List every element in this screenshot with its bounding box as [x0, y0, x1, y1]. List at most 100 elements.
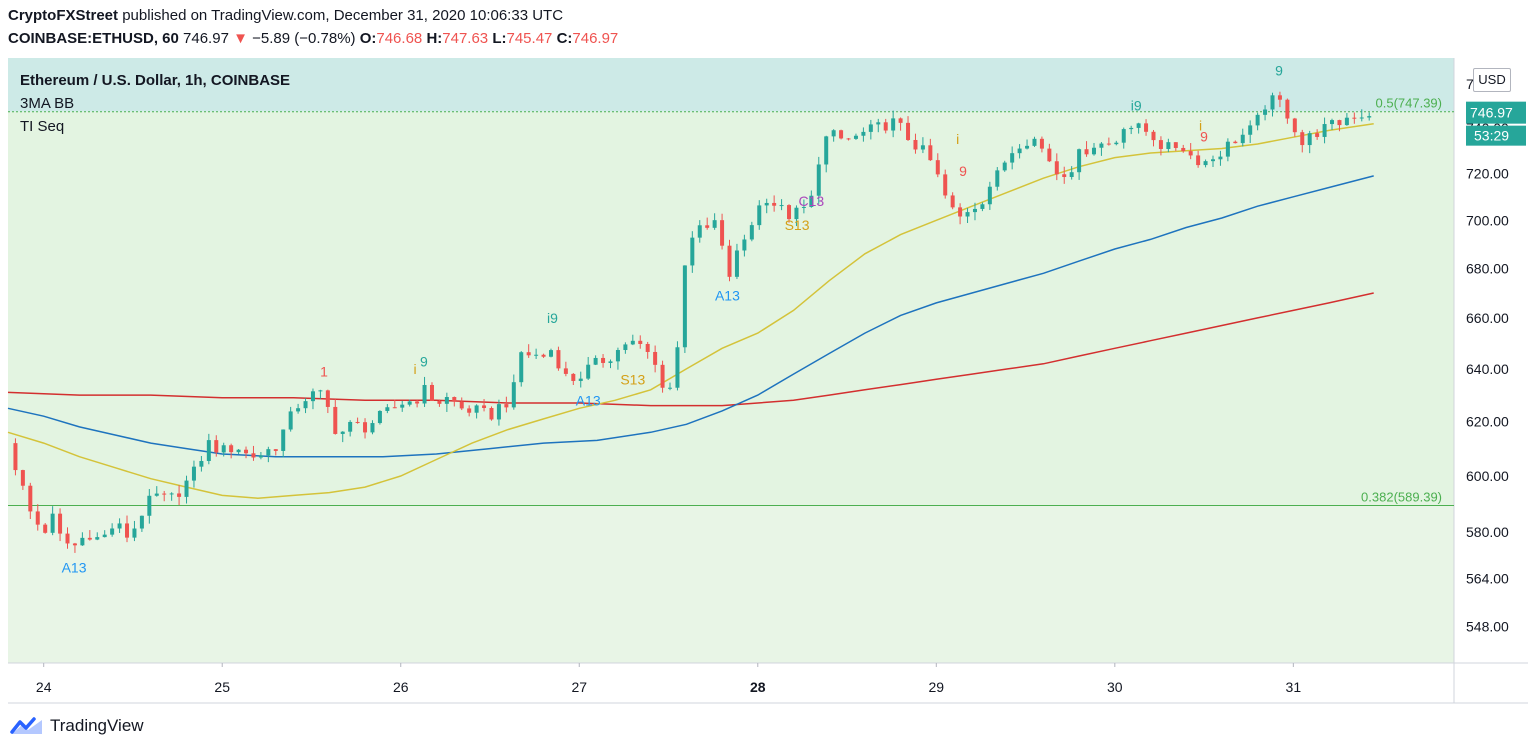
- candle-body: [519, 352, 524, 383]
- y-tick-label: 640.00: [1466, 361, 1509, 377]
- candle-body: [876, 122, 881, 125]
- upper-fib-zone: [8, 58, 1454, 112]
- candle-body: [95, 537, 100, 540]
- candle-body: [489, 407, 494, 420]
- candle-body: [1039, 138, 1044, 149]
- candle-body: [734, 250, 739, 277]
- candle-body: [1337, 120, 1342, 126]
- seq-label: S13: [785, 217, 810, 233]
- candle-body: [28, 485, 33, 512]
- last-price: 746.97: [183, 30, 229, 47]
- candle-body: [147, 495, 152, 516]
- candle-body: [801, 206, 806, 208]
- candle-body: [87, 537, 92, 540]
- fib-label: 0.382(589.39): [1361, 490, 1442, 505]
- y-tick-label: 580.00: [1466, 524, 1509, 540]
- currency-button[interactable]: USD: [1473, 68, 1511, 92]
- candle-body: [1225, 141, 1230, 157]
- seq-label: 9: [959, 163, 967, 179]
- candle-body: [1344, 117, 1349, 126]
- candle-body: [363, 422, 368, 433]
- ohlc-line: COINBASE:ETHUSD, 60 746.97 ▼ −5.89 (−0.7…: [8, 30, 618, 47]
- candle-body: [1233, 141, 1238, 144]
- candle-body: [132, 528, 137, 538]
- candle-body: [682, 265, 687, 348]
- candle-body: [162, 493, 167, 495]
- candle-body: [578, 378, 583, 381]
- candle-body: [1218, 156, 1223, 160]
- candle-body: [749, 225, 754, 240]
- down-arrow-icon: ▼: [233, 30, 248, 47]
- author-name[interactable]: CryptoFXStreet: [8, 7, 119, 24]
- candle-body: [1211, 159, 1215, 162]
- candle-body: [429, 384, 434, 401]
- candle-body: [906, 122, 911, 140]
- candle-body: [1136, 123, 1141, 128]
- candle-body: [995, 170, 1000, 187]
- candle-body: [816, 164, 821, 196]
- candle-body: [348, 421, 353, 432]
- open-label: O:: [359, 30, 377, 47]
- candle-body: [1203, 161, 1208, 166]
- candle-body: [980, 204, 985, 209]
- candle-body: [1166, 142, 1171, 149]
- candle-body: [385, 407, 390, 411]
- candle-body: [563, 368, 568, 374]
- candle-body: [229, 445, 234, 453]
- candle-body: [139, 515, 144, 529]
- candle-body: [1129, 127, 1134, 130]
- candle-body: [325, 390, 330, 407]
- candle-body: [1359, 117, 1364, 119]
- candle-body: [80, 537, 85, 546]
- candle-body: [340, 431, 345, 434]
- y-tick-label: 564.00: [1466, 571, 1509, 587]
- candle-body: [20, 470, 25, 486]
- last-price-badge-text: 746.97: [1470, 105, 1513, 121]
- candle-body: [779, 205, 784, 207]
- candle-body: [400, 404, 405, 408]
- candle-body: [58, 513, 63, 534]
- tradingview-logo-icon: [10, 717, 42, 734]
- seq-label: 9: [1200, 129, 1208, 145]
- x-tick-label: 25: [214, 679, 230, 695]
- candle-body: [913, 139, 918, 150]
- countdown-badge: [1466, 125, 1526, 146]
- candle-body: [206, 440, 211, 461]
- symbol-label[interactable]: COINBASE:ETHUSD, 60: [8, 30, 179, 47]
- candle-body: [653, 351, 658, 365]
- lower-fib-zone: [8, 505, 1454, 663]
- x-tick-label: 27: [571, 679, 587, 695]
- indicator-ti-seq[interactable]: TI Seq: [20, 118, 65, 135]
- candle-body: [467, 408, 472, 413]
- candle-body: [675, 347, 680, 388]
- candle-body: [154, 493, 159, 496]
- candle-body: [251, 453, 256, 458]
- candle-body: [1144, 123, 1149, 132]
- y-tick-label: 700.00: [1466, 212, 1509, 228]
- candle-body: [615, 350, 620, 362]
- candle-body: [920, 145, 925, 150]
- footer-brand[interactable]: TradingView: [10, 716, 144, 736]
- y-tick-label: 660.00: [1466, 310, 1509, 326]
- candle-body: [407, 401, 412, 405]
- candle-body: [601, 357, 606, 363]
- indicator-3ma-bb[interactable]: 3MA BB: [20, 95, 75, 112]
- candle-body: [697, 225, 702, 238]
- candle-body: [1292, 118, 1297, 133]
- candle-body: [972, 208, 977, 213]
- high-label: H:: [426, 30, 443, 47]
- candle-body: [668, 387, 673, 389]
- candle-body: [110, 528, 115, 535]
- seq-label: A13: [715, 287, 740, 303]
- chart-title[interactable]: Ethereum / U.S. Dollar, 1h, COINBASE: [20, 72, 291, 89]
- candle-body: [1188, 151, 1193, 156]
- candle-body: [1277, 95, 1282, 100]
- x-tick-label: 29: [929, 679, 945, 695]
- candle-body: [258, 455, 263, 458]
- last-price-badge: [1466, 101, 1526, 124]
- candle-body: [935, 160, 940, 175]
- candle-body: [1099, 143, 1104, 148]
- candle-body: [310, 391, 315, 402]
- middle-fib-zone: [8, 111, 1454, 506]
